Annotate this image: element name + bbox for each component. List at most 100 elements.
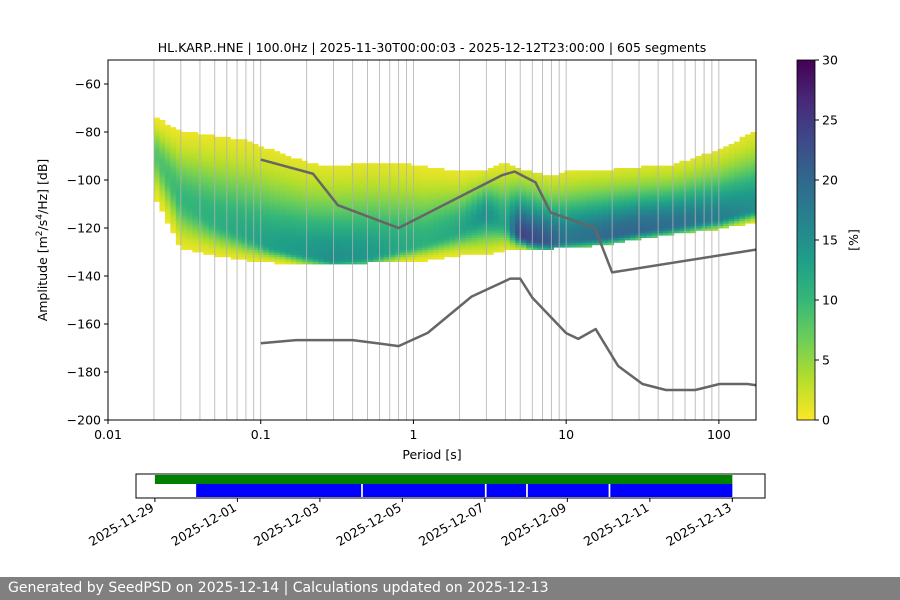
heatmap-cell [340,192,346,195]
heatmap-cell [153,158,160,162]
heatmap-cell [318,194,325,198]
heatmap-cell [427,175,434,178]
heatmap-cell [575,180,582,183]
heatmap-cell [531,172,538,176]
heatmap-cell [389,254,396,258]
heatmap-cell [520,244,527,248]
heatmap-cell [159,144,166,147]
heatmap-cell [334,228,341,231]
heatmap-cell [361,199,368,202]
heatmap-cell [181,168,188,171]
heatmap-cell [268,220,275,224]
heatmap-cell [351,232,357,236]
heatmap-cell [192,225,199,229]
heatmap-cell [422,252,429,255]
heatmap-cell [197,170,204,174]
heatmap-cell [367,259,374,262]
heatmap-cell [580,218,587,222]
heatmap-cell [444,247,450,250]
heatmap-cell [175,160,182,164]
heatmap-cell [569,175,576,178]
heatmap-cell [219,237,226,241]
heatmap-cell [569,201,576,205]
heatmap-cell [159,192,166,195]
heatmap-cell [290,206,297,210]
heatmap-cell [378,252,385,255]
heatmap-cell [657,206,664,210]
heatmap-cell [471,196,478,200]
heatmap-cell [449,252,456,255]
heatmap-cell [411,235,418,238]
heatmap-cell [192,141,199,145]
heatmap-cell [159,187,166,190]
heatmap-cell [340,261,346,265]
heatmap-cell [526,182,533,186]
heatmap-cell [219,170,226,174]
heatmap-cell [290,187,297,190]
heatmap-cell [203,170,210,174]
heatmap-cell [531,196,538,200]
heatmap-cell [340,249,346,253]
heatmap-cell [427,218,434,222]
heatmap-cell [203,180,210,183]
heatmap-cell [531,206,538,210]
heatmap-cell [558,172,565,176]
heatmap-cell [723,211,730,214]
heatmap-cell [203,141,210,145]
heatmap-cell [268,216,275,219]
heatmap-cell [241,146,248,150]
heatmap-cell [367,240,374,243]
heatmap-cell [345,235,352,238]
heatmap-cell [586,182,593,186]
heatmap-cell [520,240,527,243]
heatmap-cell [378,208,385,212]
heatmap-cell [427,252,434,255]
heatmap-cell [734,201,740,205]
heatmap-cell [476,249,483,253]
heatmap-cell [657,211,664,214]
heatmap-cell [493,230,500,234]
heatmap-cell [307,228,314,231]
heatmap-cell [520,194,527,198]
heatmap-cell [378,247,385,250]
heatmap-cell [411,189,418,193]
heatmap-cell [356,225,363,229]
heatmap-cell [438,187,445,190]
heatmap-cell [739,199,746,202]
heatmap-cell [383,180,390,183]
heatmap-cell [679,213,686,217]
heatmap-cell [219,189,226,193]
heatmap-cell [433,184,439,188]
heatmap-cell [230,213,237,217]
heatmap-cell [301,189,308,193]
heatmap-cell [236,187,242,190]
heatmap-cell [181,242,188,246]
heatmap-cell [690,208,697,212]
heatmap-cell [361,259,368,262]
heatmap-cell [575,228,582,231]
heatmap-cell [597,208,604,212]
heatmap-cell [247,168,253,171]
heatmap-cell [509,247,516,250]
heatmap-cell [679,170,686,174]
heatmap-cell [329,237,335,241]
heatmap-cell [405,254,412,258]
heatmap-cell [181,232,188,236]
heatmap-cell [296,194,303,198]
heatmap-cell [438,230,445,234]
heatmap-cell [504,228,511,231]
heatmap-cell [296,254,303,258]
heatmap-cell [219,201,226,205]
heatmap-cell [542,194,549,198]
heatmap-cell [383,218,390,222]
heatmap-cell [170,194,177,198]
date-tick-label: 2025-11-29 [86,500,156,549]
heatmap-cell [668,228,675,231]
heatmap-cell [498,170,505,174]
heatmap-cell [734,170,740,174]
heatmap-cell [471,208,478,212]
heatmap-cell [482,206,489,210]
heatmap-cell [290,158,297,162]
heatmap-cell [739,144,746,147]
heatmap-cell [553,216,560,219]
